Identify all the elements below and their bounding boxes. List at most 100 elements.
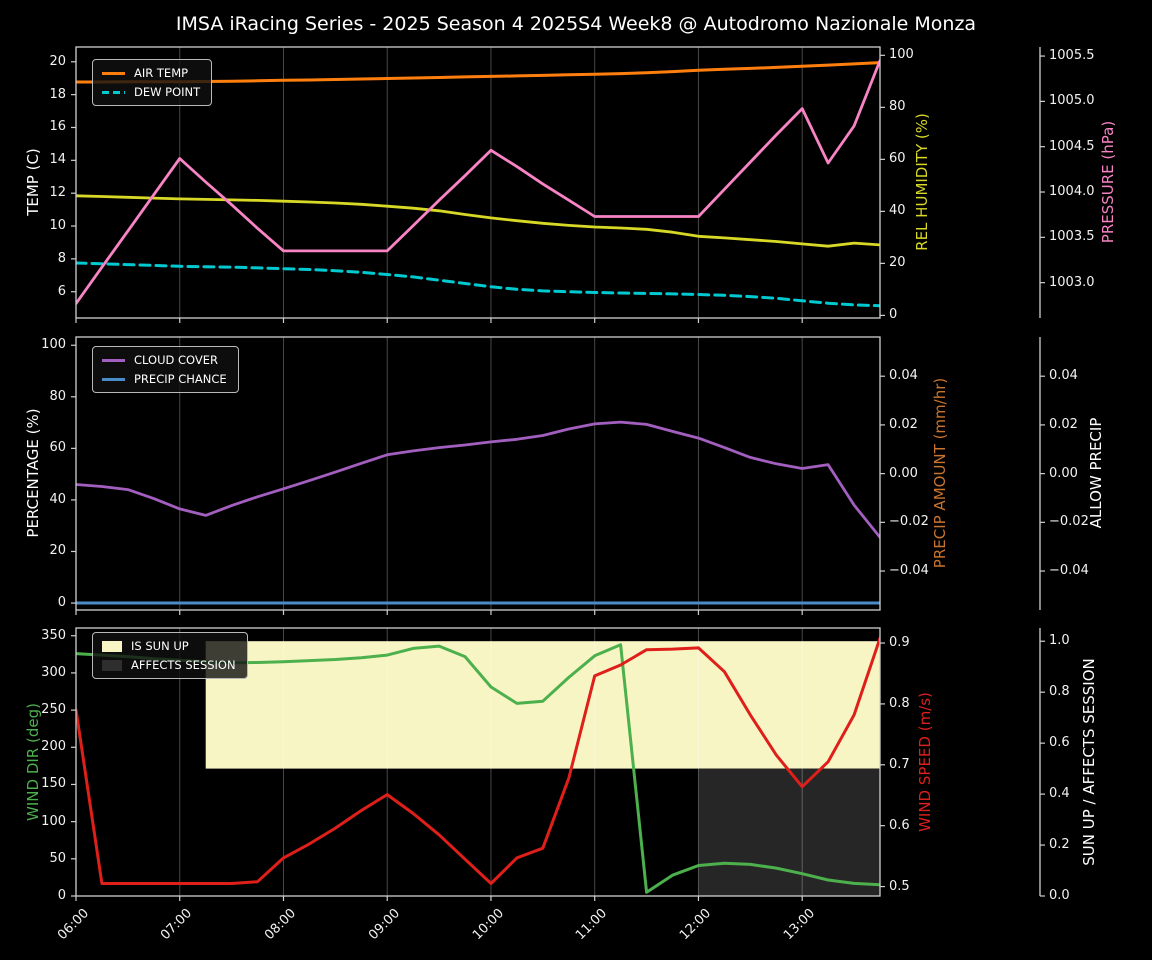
y-tick-label: −0.02	[889, 514, 929, 530]
series-cloud-cover	[76, 420, 880, 539]
y-tick-label: 50	[49, 850, 66, 866]
y-tick-label: 0.02	[1049, 416, 1078, 432]
y-tick-label: 200	[41, 739, 66, 755]
y-tick-label: 18	[49, 86, 66, 102]
axis-label-percentage: PERCENTAGE (%)	[24, 408, 42, 538]
legend-item-label: PRECIP CHANCE	[134, 372, 227, 386]
y-tick-label: 150	[41, 776, 66, 792]
axis-label-wind-dir: WIND DIR (deg)	[24, 703, 42, 821]
y-tick-label: 0.04	[1049, 368, 1078, 384]
y-tick-label: 40	[889, 203, 906, 219]
y-tick-label: 20	[889, 255, 906, 271]
x-tick-label: 10:00	[469, 906, 507, 944]
y-tick-label: 0.02	[889, 416, 918, 432]
y-tick-label: 0.9	[889, 635, 910, 651]
y-tick-label: 16	[49, 119, 66, 135]
legend-item-label: AFFECTS SESSION	[131, 658, 236, 672]
y-tick-label: 1.0	[1049, 633, 1070, 649]
x-tick-label: 07:00	[158, 906, 196, 944]
legend-item: AFFECTS SESSION	[102, 658, 236, 672]
plot-area-2	[76, 628, 880, 896]
axis-label-wind-speed: WIND SPEED (m/s)	[916, 692, 934, 832]
y-tick-label: 40	[49, 491, 66, 507]
line-swatch	[102, 90, 125, 94]
y-tick-label: 1003.5	[1049, 229, 1095, 245]
y-tick-label: 12	[49, 185, 66, 201]
y-tick-label: 100	[41, 813, 66, 829]
fill-is-sun-up	[205, 641, 880, 769]
y-tick-label: 0.2	[1049, 837, 1070, 853]
y-tick-label: 20	[49, 543, 66, 559]
line-swatch	[102, 358, 125, 362]
y-tick-label: 0	[57, 888, 66, 903]
patch-swatch	[102, 659, 122, 671]
y-tick-label: 1005.0	[1049, 93, 1095, 109]
plot-area-0	[76, 47, 880, 318]
y-tick-label: 0.5	[889, 878, 910, 894]
legend-item: CLOUD COVER	[102, 353, 227, 367]
series-wind-speed	[76, 636, 880, 885]
legend-item-label: AIR TEMP	[134, 66, 189, 80]
y-tick-label: 1005.5	[1049, 48, 1095, 64]
plot-border	[75, 46, 881, 319]
y-tick-label: 10	[49, 218, 66, 234]
legend: AIR TEMP DEW POINT	[92, 59, 213, 106]
y-tick-label: 350	[41, 627, 66, 643]
y-tick-label: 1003.0	[1049, 274, 1095, 290]
plot-area-1	[76, 337, 880, 610]
legend: CLOUD COVER PRECIP CHANCE	[92, 346, 239, 393]
y-tick-label: 0.4	[1049, 786, 1070, 802]
y-tick-label: 8	[57, 250, 66, 266]
patch-swatch	[102, 640, 122, 652]
line-swatch	[102, 377, 125, 381]
y-tick-label: 20	[49, 53, 66, 69]
y-tick-label: 1004.0	[1049, 184, 1095, 200]
y-tick-label: 0.8	[1049, 684, 1070, 700]
y-tick-label: −0.04	[889, 563, 929, 579]
axis-label-rel-humidity: REL HUMIDITY (%)	[913, 113, 931, 251]
y-tick-label: 1004.5	[1049, 138, 1095, 154]
legend-item-label: CLOUD COVER	[134, 353, 219, 367]
axis-label-sun-affects: SUN UP / AFFECTS SESSION	[1080, 658, 1098, 866]
y-tick-label: 100	[889, 47, 914, 63]
x-tick-label: 12:00	[676, 906, 715, 944]
legend-item-label: IS SUN UP	[131, 639, 189, 653]
y-tick-label: 0	[57, 595, 66, 611]
y-tick-label: 0.8	[889, 695, 910, 711]
y-tick-label: 0.6	[1049, 735, 1070, 751]
legend-item: PRECIP CHANCE	[102, 372, 227, 386]
y-tick-label: 60	[49, 440, 66, 456]
fill-affects-session	[698, 768, 880, 896]
y-tick-label: 0.0	[1049, 888, 1070, 903]
series-dew-point	[76, 261, 880, 308]
y-tick-label: 80	[889, 99, 906, 115]
y-tick-label: 60	[889, 151, 906, 167]
legend-item: IS SUN UP	[102, 639, 236, 653]
axis-label-pressure: PRESSURE (hPa)	[1099, 120, 1117, 244]
y-tick-label: 80	[49, 388, 66, 404]
x-tick-label: 09:00	[365, 906, 403, 944]
x-tick-label: 06:00	[54, 906, 92, 944]
y-tick-label: 0.7	[889, 756, 910, 772]
legend-item-label: DEW POINT	[134, 85, 201, 99]
y-tick-label: 300	[41, 664, 66, 680]
line-swatch	[102, 71, 125, 75]
y-tick-label: 14	[49, 152, 66, 168]
y-tick-label: 0	[889, 307, 898, 323]
series-pressure	[76, 59, 880, 305]
x-tick-label: 11:00	[573, 906, 611, 944]
series-rel-humidity	[76, 194, 880, 248]
legend-item: AIR TEMP	[102, 66, 200, 80]
figure-title: IMSA iRacing Series - 2025 Season 4 2025…	[175, 13, 977, 35]
y-tick-label: 0.6	[889, 817, 910, 833]
y-tick-label: 0.00	[889, 465, 918, 481]
y-tick-label: 6	[57, 283, 66, 299]
y-tick-label: 0.04	[889, 368, 918, 384]
y-tick-label: 0.00	[1049, 465, 1078, 481]
y-tick-label: 250	[41, 702, 66, 718]
y-tick-label: −0.04	[1049, 563, 1089, 579]
x-tick-label: 13:00	[780, 906, 818, 944]
